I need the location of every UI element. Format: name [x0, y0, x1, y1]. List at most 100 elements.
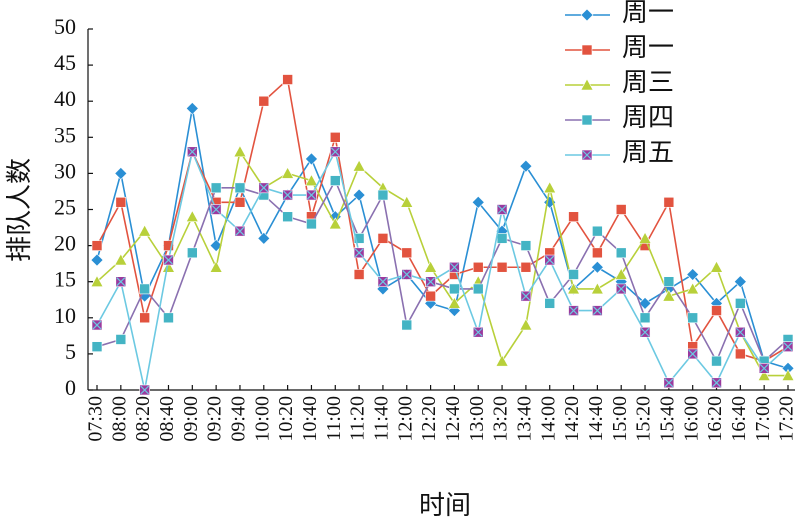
- marker: [710, 260, 724, 273]
- marker: [663, 276, 675, 288]
- legend-label: 周五: [622, 138, 674, 167]
- marker-cross: [616, 284, 626, 294]
- y-tick-label: 15: [54, 267, 76, 292]
- marker-cross: [354, 248, 364, 258]
- marker-cross: [582, 150, 592, 160]
- series-line: [96, 178, 789, 363]
- marker: [209, 239, 223, 253]
- y-tick-label: 10: [54, 303, 76, 328]
- legend-label: 周三: [622, 68, 674, 97]
- marker: [590, 282, 604, 295]
- marker-cross: [259, 183, 269, 193]
- marker-cross: [116, 277, 126, 287]
- marker: [472, 283, 484, 295]
- marker: [615, 204, 627, 215]
- marker: [282, 211, 293, 223]
- x-tick-label: 14:40: [585, 396, 607, 442]
- x-tick-label: 16:00: [680, 396, 702, 442]
- marker-cross: [378, 277, 388, 287]
- marker: [90, 253, 104, 267]
- marker: [580, 8, 594, 22]
- marker-cross: [140, 385, 150, 395]
- x-tick-label: 15:40: [656, 396, 678, 442]
- marker: [91, 240, 103, 251]
- marker: [353, 233, 365, 244]
- legend-label: 周一: [622, 0, 674, 27]
- marker: [329, 132, 341, 143]
- x-tick-label: 11:40: [371, 396, 393, 441]
- marker: [210, 182, 222, 194]
- legend-item: 周五: [565, 138, 674, 167]
- marker: [781, 368, 795, 381]
- marker-cross: [688, 349, 698, 359]
- x-tick-label: 13:00: [466, 396, 488, 442]
- marker-cross: [783, 342, 793, 352]
- marker: [472, 261, 484, 273]
- marker: [139, 312, 150, 324]
- marker: [733, 275, 747, 289]
- marker-cross: [664, 378, 674, 388]
- marker: [305, 152, 318, 166]
- marker-cross: [545, 255, 555, 265]
- marker: [519, 159, 533, 173]
- y-axis-label: 排队人数: [5, 158, 34, 262]
- y-tick-label: 30: [54, 158, 76, 183]
- marker: [495, 354, 509, 367]
- y-tick-label: 20: [54, 231, 76, 256]
- marker: [234, 182, 246, 194]
- marker: [234, 196, 246, 208]
- marker: [520, 261, 532, 273]
- marker: [353, 269, 365, 280]
- y-tick-label: 25: [54, 195, 76, 220]
- marker: [90, 275, 104, 288]
- marker: [496, 261, 508, 273]
- y-tick-label: 5: [65, 339, 76, 364]
- marker: [590, 260, 604, 274]
- x-tick-label: 14:00: [537, 396, 559, 442]
- marker: [711, 305, 722, 316]
- legend-label: 周一: [622, 33, 674, 62]
- x-tick-label: 10:40: [299, 396, 321, 442]
- marker: [257, 231, 271, 245]
- marker: [686, 282, 700, 295]
- marker-cross: [164, 255, 173, 265]
- x-tick-label: 13:20: [490, 396, 512, 442]
- marker: [567, 282, 581, 295]
- legend-item: 周一: [565, 0, 674, 27]
- series: [90, 101, 795, 375]
- marker-cross: [759, 363, 769, 373]
- marker-cross: [235, 226, 245, 236]
- marker: [329, 175, 341, 186]
- marker: [282, 74, 293, 85]
- marker-cross: [640, 327, 650, 337]
- marker: [161, 260, 175, 273]
- marker: [638, 296, 652, 310]
- marker: [377, 189, 389, 201]
- marker: [592, 247, 603, 259]
- marker: [400, 195, 414, 208]
- marker: [139, 283, 150, 295]
- marker-cross: [402, 270, 412, 279]
- x-tick-label: 13:40: [513, 396, 535, 442]
- marker: [185, 101, 199, 115]
- x-tick-label: 09:00: [180, 396, 202, 442]
- marker: [520, 240, 532, 251]
- marker: [757, 368, 771, 381]
- legend-label: 周四: [622, 103, 674, 132]
- marker-cross: [283, 190, 293, 200]
- marker: [615, 247, 627, 259]
- marker-cross: [497, 205, 507, 214]
- marker: [233, 145, 247, 158]
- legend-item: 周三: [565, 68, 674, 97]
- marker: [686, 268, 700, 281]
- x-tick-label: 10:00: [251, 396, 273, 442]
- x-tick-label: 09:40: [228, 396, 250, 442]
- marker-cross: [521, 291, 531, 301]
- marker: [187, 247, 198, 259]
- series: [91, 146, 794, 396]
- marker: [304, 173, 318, 186]
- marker: [614, 267, 628, 280]
- y-tick-label: 35: [54, 122, 76, 147]
- x-tick-label: 11:00: [323, 396, 345, 441]
- marker: [543, 181, 557, 194]
